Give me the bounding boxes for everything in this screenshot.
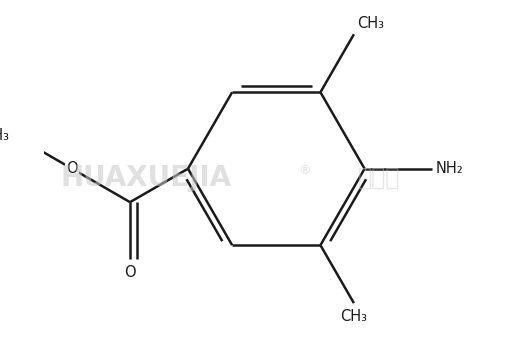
Text: CH₃: CH₃ (341, 309, 368, 324)
Text: O: O (124, 265, 136, 279)
Text: HUAXUEJIA: HUAXUEJIA (61, 164, 232, 192)
Text: CH₃: CH₃ (0, 128, 9, 143)
Text: ®: ® (298, 164, 310, 177)
Text: 化学加: 化学加 (357, 166, 400, 190)
Text: NH₂: NH₂ (435, 161, 463, 176)
Text: CH₃: CH₃ (357, 16, 384, 31)
Text: O: O (66, 161, 78, 176)
